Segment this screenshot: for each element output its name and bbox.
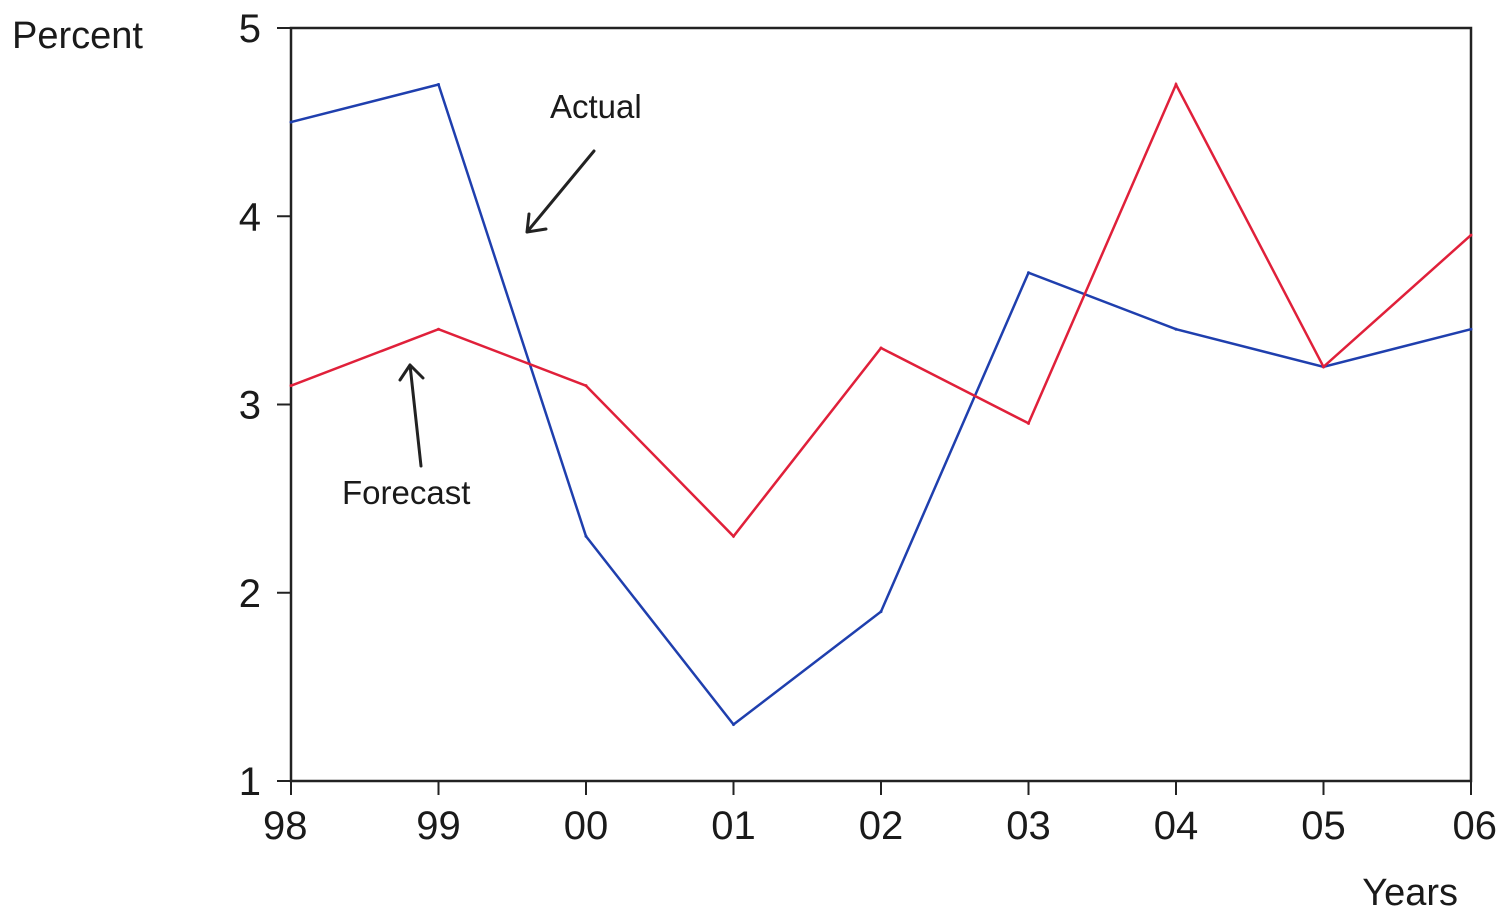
annotation-forecast-arrow (398, 363, 425, 468)
x-tick-label: 01 (711, 804, 756, 848)
y-tick-label: 3 (239, 384, 261, 428)
data-point-actual (1469, 327, 1473, 331)
data-point-actual (437, 82, 440, 86)
x-tick-label: 05 (1301, 804, 1346, 848)
annotation-forecast-label: Forecast (342, 474, 470, 511)
x-tick-label: 03 (1006, 804, 1051, 848)
data-point-actual (584, 534, 588, 538)
x-tick-label: 02 (859, 804, 904, 848)
x-tick-label: 00 (564, 804, 609, 848)
series-line-actual (290, 82, 1472, 727)
y-tick-label: 4 (239, 195, 261, 239)
data-point-forecast (1469, 233, 1473, 237)
y-axis-title: Percent (12, 15, 143, 57)
data-point-actual (879, 610, 883, 614)
x-tick-label: 98 (263, 804, 308, 848)
series-line-forecast (290, 81, 1472, 539)
y-tick-label: 1 (239, 760, 261, 804)
data-point-forecast (1027, 421, 1030, 425)
data-point-forecast (732, 534, 735, 538)
data-point-forecast (584, 384, 588, 388)
x-axis-title: Years (1362, 872, 1458, 912)
annotation-actual: Actual (525, 88, 642, 234)
annotation-actual-arrow (525, 149, 596, 234)
annotation-forecast: Forecast (342, 363, 470, 511)
data-point-forecast (1174, 82, 1178, 86)
x-tick-label: 06 (1453, 804, 1498, 848)
data-point-forecast (437, 327, 440, 331)
y-tick-label: 5 (239, 7, 261, 51)
data-point-actual (289, 120, 293, 124)
plot-frame (289, 26, 1473, 783)
annotation-actual-label: Actual (550, 88, 642, 125)
y-axis: 1 2 3 4 5 (239, 7, 291, 804)
data-point-forecast (289, 384, 293, 388)
data-point-forecast (879, 346, 883, 350)
x-tick-label: 04 (1154, 804, 1199, 848)
data-point-actual (1174, 327, 1178, 331)
x-axis: 98 99 00 01 02 03 04 05 06 (263, 781, 1497, 848)
data-point-actual (732, 723, 735, 727)
x-tick-label: 99 (416, 804, 461, 848)
y-tick-label: 2 (239, 572, 261, 616)
data-point-actual (1027, 271, 1030, 275)
data-point-forecast (1322, 365, 1325, 369)
series-layer (289, 81, 1473, 727)
